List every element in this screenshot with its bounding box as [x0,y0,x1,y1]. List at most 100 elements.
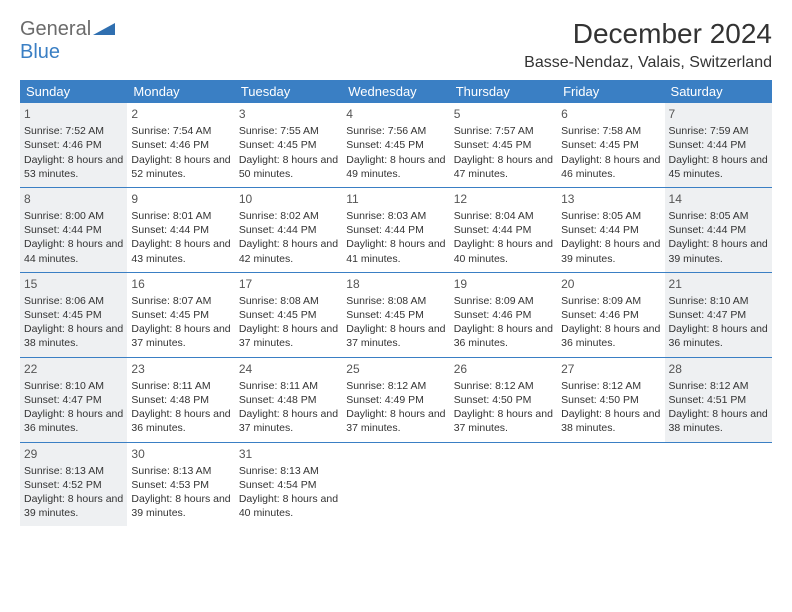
sunset-line: Sunset: 4:46 PM [561,308,660,322]
day-number: 29 [24,446,123,462]
sunrise-line: Sunrise: 8:05 AM [561,209,660,223]
day-number: 16 [131,276,230,292]
day-number: 1 [24,106,123,122]
daylight-line: Daylight: 8 hours and 37 minutes. [131,322,230,350]
sunset-line: Sunset: 4:45 PM [239,138,338,152]
sunrise-line: Sunrise: 8:11 AM [131,379,230,393]
daylight-line: Daylight: 8 hours and 44 minutes. [24,237,123,265]
sunrise-line: Sunrise: 8:04 AM [454,209,553,223]
calendar-day-cell: 19Sunrise: 8:09 AMSunset: 4:46 PMDayligh… [450,273,557,357]
weekday-header: Monday [127,80,234,103]
daylight-line: Daylight: 8 hours and 37 minutes. [239,407,338,435]
daylight-line: Daylight: 8 hours and 45 minutes. [669,153,768,181]
daylight-line: Daylight: 8 hours and 37 minutes. [239,322,338,350]
day-number: 15 [24,276,123,292]
day-number: 6 [561,106,660,122]
sunrise-line: Sunrise: 8:02 AM [239,209,338,223]
daylight-line: Daylight: 8 hours and 52 minutes. [131,153,230,181]
daylight-line: Daylight: 8 hours and 40 minutes. [454,237,553,265]
calendar-day-cell: 30Sunrise: 8:13 AMSunset: 4:53 PMDayligh… [127,443,234,527]
sunrise-line: Sunrise: 8:13 AM [239,464,338,478]
sunrise-line: Sunrise: 8:03 AM [346,209,445,223]
sunset-line: Sunset: 4:45 PM [346,308,445,322]
calendar-day-empty [342,443,449,527]
logo-text-blue: Blue [20,41,60,63]
calendar-day-cell: 26Sunrise: 8:12 AMSunset: 4:50 PMDayligh… [450,358,557,442]
sunset-line: Sunset: 4:46 PM [131,138,230,152]
sunrise-line: Sunrise: 8:13 AM [131,464,230,478]
logo-text-general: General [20,18,91,40]
calendar-day-cell: 17Sunrise: 8:08 AMSunset: 4:45 PMDayligh… [235,273,342,357]
calendar-day-cell: 3 Sunrise: 7:55 AMSunset: 4:45 PMDaylight… [235,103,342,187]
calendar-day-cell: 15Sunrise: 8:06 AMSunset: 4:45 PMDayligh… [20,273,127,357]
daylight-line: Daylight: 8 hours and 42 minutes. [239,237,338,265]
sunset-line: Sunset: 4:45 PM [24,308,123,322]
day-number: 26 [454,361,553,377]
sunset-line: Sunset: 4:44 PM [669,223,768,237]
calendar-day-cell: 21Sunrise: 8:10 AMSunset: 4:47 PMDayligh… [665,273,772,357]
sunrise-line: Sunrise: 8:10 AM [669,294,768,308]
daylight-line: Daylight: 8 hours and 36 minutes. [24,407,123,435]
calendar-day-cell: 28Sunrise: 8:12 AMSunset: 4:51 PMDayligh… [665,358,772,442]
calendar-day-cell: 24Sunrise: 8:11 AMSunset: 4:48 PMDayligh… [235,358,342,442]
calendar-day-cell: 5Sunrise: 7:57 AMSunset: 4:45 PMDaylight… [450,103,557,187]
sunrise-line: Sunrise: 7:58 AM [561,124,660,138]
calendar-week-row: 1Sunrise: 7:52 AMSunset: 4:46 PMDaylight… [20,103,772,187]
sunrise-line: Sunrise: 8:12 AM [669,379,768,393]
logo: General Blue [20,18,115,64]
location-subtitle: Basse-Nendaz, Valais, Switzerland [524,54,772,72]
sunset-line: Sunset: 4:44 PM [454,223,553,237]
day-number: 22 [24,361,123,377]
sunset-line: Sunset: 4:45 PM [239,308,338,322]
daylight-line: Daylight: 8 hours and 50 minutes. [239,153,338,181]
sunset-line: Sunset: 4:53 PM [131,478,230,492]
sunrise-line: Sunrise: 7:57 AM [454,124,553,138]
calendar-day-cell: 18Sunrise: 8:08 AMSunset: 4:45 PMDayligh… [342,273,449,357]
topbar: General Blue December 2024 Basse-Nendaz,… [20,18,772,72]
sunrise-line: Sunrise: 7:54 AM [131,124,230,138]
daylight-line: Daylight: 8 hours and 49 minutes. [346,153,445,181]
sunrise-line: Sunrise: 8:12 AM [454,379,553,393]
sunrise-line: Sunrise: 8:13 AM [24,464,123,478]
day-number: 11 [346,191,445,207]
sunset-line: Sunset: 4:54 PM [239,478,338,492]
sunrise-line: Sunrise: 7:55 AM [239,124,338,138]
daylight-line: Daylight: 8 hours and 43 minutes. [131,237,230,265]
day-number: 18 [346,276,445,292]
weekday-header: Friday [557,80,664,103]
sunset-line: Sunset: 4:50 PM [561,393,660,407]
sunrise-line: Sunrise: 7:59 AM [669,124,768,138]
daylight-line: Daylight: 8 hours and 39 minutes. [24,492,123,520]
day-number: 7 [669,106,768,122]
calendar-day-cell: 2Sunrise: 7:54 AMSunset: 4:46 PMDaylight… [127,103,234,187]
calendar-day-cell: 29Sunrise: 8:13 AMSunset: 4:52 PMDayligh… [20,443,127,527]
daylight-line: Daylight: 8 hours and 39 minutes. [131,492,230,520]
calendar-header-row: SundayMondayTuesdayWednesdayThursdayFrid… [20,80,772,103]
day-number: 19 [454,276,553,292]
day-number: 9 [131,191,230,207]
sunset-line: Sunset: 4:44 PM [669,138,768,152]
calendar-day-cell: 14Sunrise: 8:05 AMSunset: 4:44 PMDayligh… [665,188,772,272]
daylight-line: Daylight: 8 hours and 39 minutes. [669,237,768,265]
calendar-week-row: 8Sunrise: 8:00 AMSunset: 4:44 PMDaylight… [20,187,772,272]
weekday-header: Sunday [20,80,127,103]
calendar-day-cell: 6Sunrise: 7:58 AMSunset: 4:45 PMDaylight… [557,103,664,187]
calendar-day-cell: 13Sunrise: 8:05 AMSunset: 4:44 PMDayligh… [557,188,664,272]
weekday-header: Thursday [450,80,557,103]
calendar-day-cell: 4Sunrise: 7:56 AMSunset: 4:45 PMDaylight… [342,103,449,187]
day-number: 20 [561,276,660,292]
calendar-grid: SundayMondayTuesdayWednesdayThursdayFrid… [20,80,772,526]
sunset-line: Sunset: 4:45 PM [131,308,230,322]
calendar-day-cell: 22Sunrise: 8:10 AMSunset: 4:47 PMDayligh… [20,358,127,442]
logo-triangle-icon [93,21,115,40]
sunset-line: Sunset: 4:49 PM [346,393,445,407]
day-number: 3 [239,106,338,122]
day-number: 31 [239,446,338,462]
calendar-day-cell: 7 Sunrise: 7:59 AMSunset: 4:44 PMDaylight… [665,103,772,187]
calendar-weeks: 1Sunrise: 7:52 AMSunset: 4:46 PMDaylight… [20,103,772,526]
sunrise-line: Sunrise: 8:09 AM [454,294,553,308]
sunset-line: Sunset: 4:44 PM [346,223,445,237]
daylight-line: Daylight: 8 hours and 46 minutes. [561,153,660,181]
day-number: 5 [454,106,553,122]
day-number: 10 [239,191,338,207]
